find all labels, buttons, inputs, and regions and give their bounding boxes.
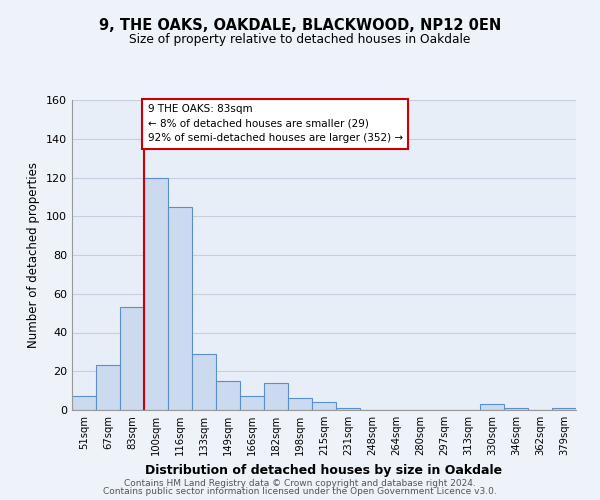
Text: Size of property relative to detached houses in Oakdale: Size of property relative to detached ho… [130,32,470,46]
Text: 9, THE OAKS, OAKDALE, BLACKWOOD, NP12 0EN: 9, THE OAKS, OAKDALE, BLACKWOOD, NP12 0E… [99,18,501,32]
Bar [504,408,528,410]
Bar [336,408,360,410]
Bar [96,366,120,410]
Bar [312,402,336,410]
Text: 9 THE OAKS: 83sqm
← 8% of detached houses are smaller (29)
92% of semi-detached : 9 THE OAKS: 83sqm ← 8% of detached house… [148,104,403,144]
Bar [552,408,576,410]
X-axis label: Distribution of detached houses by size in Oakdale: Distribution of detached houses by size … [145,464,503,476]
Bar [264,383,288,410]
Bar [192,354,216,410]
Bar [480,404,504,410]
Text: Contains public sector information licensed under the Open Government Licence v3: Contains public sector information licen… [103,487,497,496]
Bar [168,206,192,410]
Bar [144,178,168,410]
Y-axis label: Number of detached properties: Number of detached properties [28,162,40,348]
Bar [72,396,96,410]
Text: Contains HM Land Registry data © Crown copyright and database right 2024.: Contains HM Land Registry data © Crown c… [124,478,476,488]
Bar [288,398,312,410]
Bar [120,308,144,410]
Bar [240,396,264,410]
Bar [216,381,240,410]
